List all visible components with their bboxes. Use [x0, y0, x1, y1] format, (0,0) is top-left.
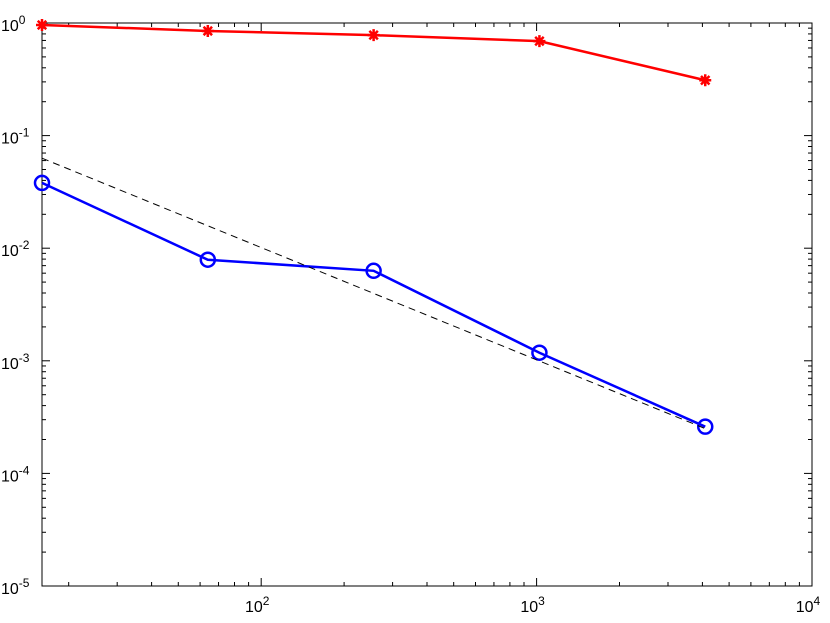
- tick-base: 10: [1, 581, 19, 598]
- tick-exponent: -1: [19, 126, 30, 140]
- marker: [36, 18, 48, 31]
- tick-exponent: -4: [19, 463, 30, 477]
- marker: [33, 174, 51, 192]
- tick-base: 10: [1, 131, 19, 148]
- tick-exponent: 4: [814, 594, 821, 608]
- y-tick-label: 10-4: [1, 463, 30, 485]
- tick-base: 10: [796, 599, 814, 616]
- marker: [201, 24, 214, 37]
- tick-exponent: -5: [19, 576, 30, 590]
- x-tick-label: 104: [796, 594, 821, 616]
- tick-exponent: 3: [538, 594, 545, 608]
- tick-base: 10: [245, 599, 263, 616]
- y-tick-label: 100: [1, 13, 26, 35]
- tick-base: 10: [1, 243, 19, 260]
- axes-box: [41, 22, 813, 587]
- tick-exponent: -3: [19, 351, 30, 365]
- tick-base: 10: [1, 356, 19, 373]
- tick-base: 10: [1, 468, 19, 485]
- tick-exponent: 0: [19, 13, 26, 27]
- y-tick-label: 10-5: [1, 576, 30, 598]
- marker: [531, 344, 548, 361]
- series-line: [41, 181, 706, 428]
- tick-base: 10: [1, 18, 19, 35]
- tick-exponent: 2: [263, 594, 270, 608]
- x-tick-label: 102: [245, 594, 270, 616]
- marker: [367, 29, 380, 42]
- tick-exponent: -2: [19, 238, 30, 252]
- marker: [696, 418, 714, 435]
- tick-base: 10: [520, 599, 538, 616]
- marker: [533, 35, 546, 48]
- marker: [199, 251, 217, 268]
- marker: [699, 74, 712, 87]
- x-tick-label: 103: [520, 594, 545, 616]
- y-tick-label: 10-2: [1, 238, 30, 260]
- y-tick-label: 10-3: [1, 351, 30, 373]
- y-tick-label: 10-1: [1, 126, 30, 148]
- marker: [365, 262, 382, 280]
